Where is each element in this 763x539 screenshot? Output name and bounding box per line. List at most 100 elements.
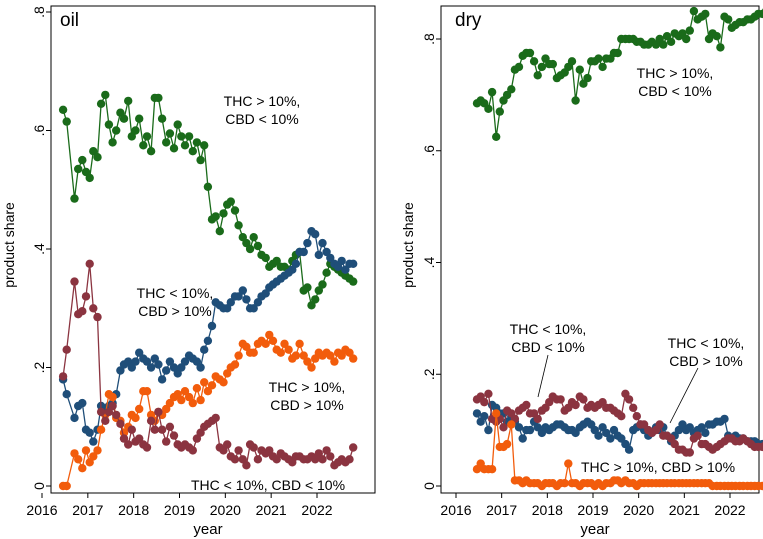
data-point (624, 445, 634, 454)
data-point (598, 62, 607, 72)
plot-frame (440, 5, 760, 494)
data-point (142, 357, 152, 366)
series-THC < 10%, CBD < 10% (472, 389, 763, 457)
data-point (249, 233, 258, 242)
data-point (624, 395, 634, 404)
data-point (492, 409, 501, 418)
annotation-line: THC > 10%, (269, 379, 346, 395)
series-annotation: THC > 10%, CBD < 10% (224, 93, 301, 127)
y-tick-label: .2 (31, 361, 47, 373)
data-point (192, 138, 202, 147)
data-point (659, 40, 668, 49)
data-point (682, 34, 691, 44)
annotation-leader-line (669, 367, 699, 424)
data-point (135, 434, 144, 443)
data-point (330, 357, 339, 366)
data-point (712, 32, 721, 41)
x-tick-label: 2021 (669, 502, 700, 518)
x-tick-label: 2022 (714, 502, 745, 518)
data-point (758, 442, 763, 452)
annotation-line: CBD > 10% (270, 397, 344, 413)
chart-title: dry (455, 10, 482, 31)
data-point (135, 114, 144, 123)
data-point (303, 238, 312, 248)
data-point (571, 96, 580, 105)
data-point (284, 345, 293, 354)
data-point (299, 351, 308, 360)
data-point (58, 372, 68, 381)
data-point (249, 443, 258, 452)
data-point (184, 392, 194, 402)
data-point (606, 434, 615, 443)
data-point (165, 422, 175, 431)
data-point (242, 461, 251, 470)
data-point (89, 147, 98, 156)
data-point (299, 247, 308, 257)
data-point (758, 9, 763, 19)
data-point (62, 117, 71, 126)
data-point (716, 43, 725, 52)
annotation-line: THC > 10%, (224, 93, 301, 109)
annotation-line: CBD > 10% (138, 303, 212, 319)
data-point (720, 414, 729, 424)
x-tick-label: 2017 (486, 502, 517, 518)
data-point (701, 428, 710, 438)
data-point (495, 107, 504, 116)
annotation-line: CBD < 10% (511, 339, 585, 355)
data-point (303, 283, 312, 292)
data-point (162, 437, 171, 446)
data-point (196, 363, 205, 372)
data-point (180, 387, 190, 396)
series-line (476, 9, 763, 137)
data-point (196, 395, 205, 405)
data-point (613, 48, 622, 58)
data-point (58, 105, 68, 115)
y-axis-label: product share (400, 202, 416, 288)
data-point (165, 357, 175, 366)
data-point (318, 455, 327, 464)
data-point (583, 73, 592, 83)
data-point (318, 238, 327, 248)
data-point (89, 304, 98, 313)
data-point (108, 138, 117, 147)
y-tick-label: .2 (421, 368, 437, 380)
y-axis-label: product share (1, 202, 17, 288)
data-point (280, 339, 289, 348)
x-tick-label: 2020 (623, 502, 654, 518)
data-point (253, 455, 263, 464)
data-point (484, 389, 493, 398)
data-point (724, 15, 733, 24)
data-point (131, 357, 140, 366)
data-point (533, 71, 542, 80)
data-point (484, 425, 493, 435)
y-tick-label: .6 (421, 145, 437, 157)
data-point (211, 413, 220, 423)
data-point (112, 410, 121, 420)
data-point (322, 446, 331, 455)
series-annotation: THC > 10%, CBD > 10% (269, 379, 346, 413)
data-point (173, 120, 182, 129)
data-point (502, 439, 512, 449)
annotation-line: THC < 10%, (510, 321, 587, 337)
data-point (249, 348, 258, 357)
annotation-line: THC < 10%, (137, 285, 214, 301)
data-point (78, 464, 87, 473)
data-point (349, 443, 358, 452)
data-point (226, 298, 235, 307)
data-point (579, 395, 588, 404)
data-point (142, 443, 152, 452)
data-point (571, 400, 580, 410)
data-point (291, 259, 301, 268)
data-point (349, 354, 358, 363)
data-point (93, 312, 102, 322)
data-point (307, 363, 316, 372)
data-point (507, 420, 516, 429)
annotation-line: THC > 10%, (637, 65, 714, 81)
series-annotation: THC < 10%, CBD > 10% (668, 335, 745, 369)
data-point (311, 230, 320, 239)
data-point (78, 398, 87, 408)
x-tick-label: 2022 (301, 502, 332, 518)
data-point (154, 360, 163, 369)
data-point (507, 85, 516, 94)
